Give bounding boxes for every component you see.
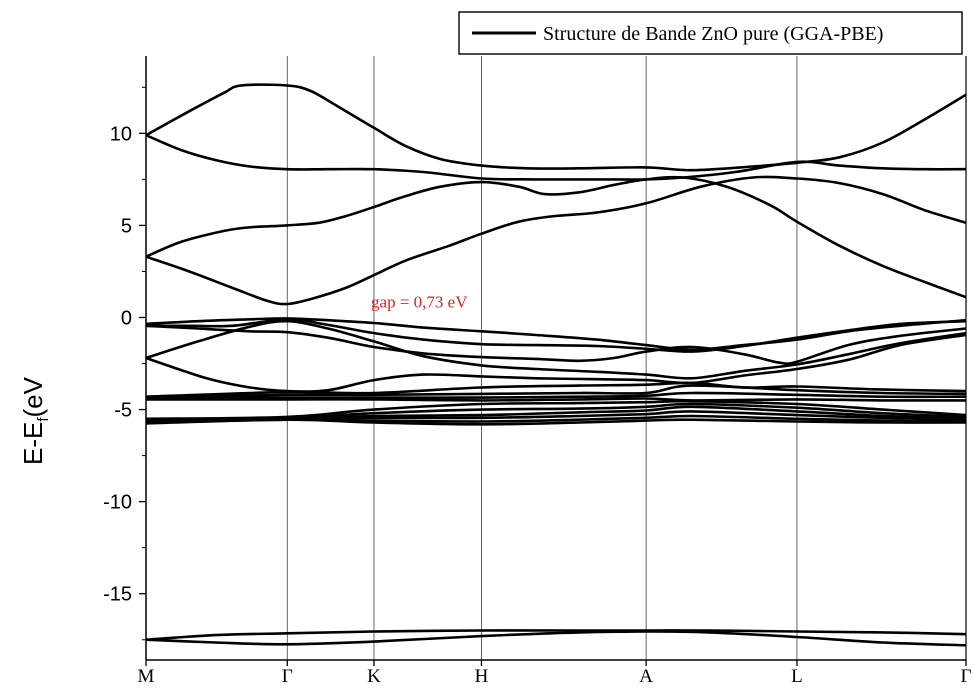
x-tick-label: M bbox=[138, 666, 155, 687]
band-line-9 bbox=[145, 333, 967, 393]
band-line-2 bbox=[145, 133, 967, 181]
x-tick-label: H bbox=[475, 666, 489, 687]
band-line-7 bbox=[145, 324, 967, 365]
ylabel-main: E-E bbox=[18, 421, 48, 465]
band-line-21 bbox=[145, 630, 967, 647]
y-axis-label: E-Ef(eV bbox=[10, 300, 70, 500]
band-line-6 bbox=[145, 317, 967, 353]
band-line-12 bbox=[145, 391, 967, 400]
y-tick-label: 0 bbox=[121, 307, 132, 329]
band-line-10 bbox=[145, 381, 967, 398]
band-line-14 bbox=[145, 399, 967, 421]
band-line-5 bbox=[145, 317, 967, 351]
band-line-4 bbox=[145, 175, 967, 306]
band-line-3 bbox=[145, 175, 967, 299]
x-tick-label: K bbox=[367, 666, 381, 687]
y-tick-label: -15 bbox=[103, 584, 132, 606]
x-tick-label: Γ bbox=[961, 666, 972, 687]
x-tick-label: L bbox=[791, 666, 803, 687]
band-line-8 bbox=[145, 319, 967, 380]
band-line-17 bbox=[145, 410, 967, 423]
band-line-15 bbox=[145, 402, 967, 421]
legend-box bbox=[458, 11, 963, 55]
band-line-13 bbox=[146, 397, 967, 402]
axes bbox=[145, 56, 967, 661]
band-line-20 bbox=[145, 629, 967, 641]
y-tick-label: 5 bbox=[121, 215, 132, 237]
y-tick-label: -5 bbox=[114, 400, 132, 422]
x-tick-label: A bbox=[639, 666, 653, 687]
band-lines bbox=[145, 83, 967, 647]
x-tick-label: Γ bbox=[282, 666, 293, 687]
ylabel-suffix: (eV bbox=[18, 377, 48, 418]
band-line-19 bbox=[145, 418, 967, 426]
y-tick-label: -10 bbox=[103, 492, 132, 514]
y-ticks: -15 -10 -5 0 5 10 bbox=[103, 86, 146, 641]
ylabel-sub: f bbox=[35, 417, 53, 422]
legend-label: Structure de Bande ZnO pure (GGA-PBE) bbox=[543, 23, 883, 45]
gap-annotation: gap = 0,73 eV bbox=[371, 292, 468, 311]
y-tick-label: 10 bbox=[110, 123, 132, 145]
legend: Structure de Bande ZnO pure (GGA-PBE) bbox=[458, 11, 963, 55]
band-line-1 bbox=[145, 83, 967, 172]
band-line-11 bbox=[145, 384, 967, 399]
